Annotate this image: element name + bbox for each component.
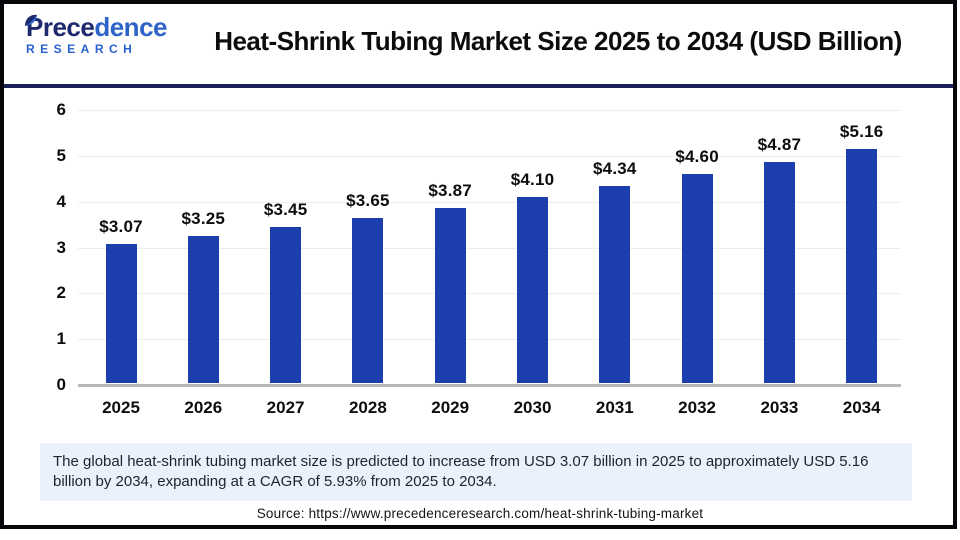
logo-text-part2: dence [94, 12, 167, 42]
bar-value-label: $5.16 [839, 121, 884, 141]
gridline [78, 156, 901, 157]
bar-value-label: $3.25 [181, 209, 226, 229]
bar-value-label: $3.87 [428, 180, 472, 200]
y-axis-tick-label: 5 [56, 146, 66, 165]
y-axis-tick-label: 3 [56, 237, 66, 257]
leaf-icon [23, 6, 39, 34]
y-axis-tick-label: 1 [56, 329, 66, 349]
x-axis-tick-label: 2033 [760, 398, 799, 417]
header-divider [4, 84, 953, 88]
bar-value-label: $4.60 [675, 147, 719, 167]
bar-value-label: $3.07 [99, 217, 143, 237]
logo-text-part1: Prece [26, 12, 95, 42]
x-axis-tick-label: 2027 [266, 398, 305, 417]
x-axis-tick-label: 2031 [595, 398, 634, 417]
page-title: Heat-Shrink Tubing Market Size 2025 to 2… [214, 26, 902, 56]
bar-value-label: $4.10 [510, 170, 555, 190]
bar-2028 [352, 217, 384, 383]
gridline [78, 201, 901, 203]
x-axis-tick-label: 2030 [513, 398, 552, 417]
logo-subtitle: RESEARCH [26, 42, 138, 56]
bar-value-label: $3.45 [263, 199, 308, 219]
x-axis-tick-label: 2026 [184, 398, 223, 417]
x-axis-tick-label: 2034 [842, 398, 881, 417]
bar-value-label: $4.34 [593, 159, 637, 179]
y-axis-tick-label: 4 [56, 191, 66, 211]
bar-2032 [681, 174, 713, 383]
gridline [78, 247, 901, 249]
bar-2025 [105, 244, 137, 383]
logo-wordmark: Precedence [25, 12, 176, 42]
x-axis-tick-label: 2029 [431, 398, 470, 417]
gridline [78, 110, 901, 112]
x-axis-baseline [78, 384, 901, 387]
bar-2029 [434, 207, 466, 383]
precedence-research-logo: Precedence RESEARCH [25, 12, 176, 56]
source-line: Source: https://www.precedenceresearch.c… [256, 506, 704, 521]
y-axis-tick-label: 0 [56, 375, 66, 394]
bar-2031 [599, 186, 631, 383]
y-axis-tick-label: 2 [56, 283, 66, 303]
bar-2026 [187, 236, 219, 383]
bar-2027 [270, 226, 302, 383]
bar-value-label: $3.65 [346, 190, 390, 210]
summary-note: The global heat-shrink tubing market siz… [40, 443, 912, 501]
x-axis-tick-label: 2025 [102, 398, 140, 417]
bar-2030 [517, 197, 548, 383]
bar-value-label: $4.87 [757, 134, 802, 154]
gridline [78, 339, 901, 341]
outer-border-frame [0, 0, 957, 529]
bar-2034 [846, 148, 878, 383]
y-axis-tick-label: 6 [56, 100, 66, 120]
x-axis-tick-label: 2032 [678, 398, 716, 417]
x-axis-tick-label: 2028 [348, 398, 387, 417]
bar-2033 [763, 161, 795, 383]
gridline [78, 293, 901, 295]
